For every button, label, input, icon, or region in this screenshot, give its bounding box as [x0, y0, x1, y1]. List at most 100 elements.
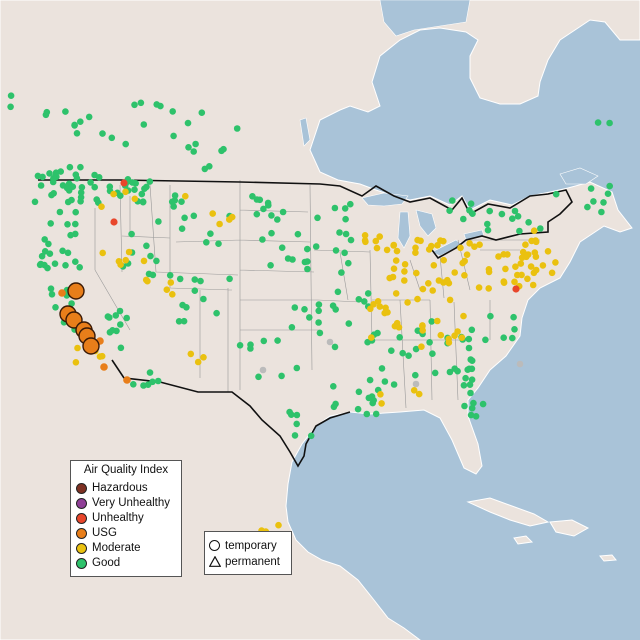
good-monitor [412, 345, 420, 353]
good-monitor [76, 264, 83, 271]
good-monitor [341, 249, 348, 257]
moderate-monitor [216, 220, 223, 228]
good-monitor [274, 337, 281, 344]
moderate-monitor [401, 268, 408, 275]
good-monitor [336, 229, 343, 236]
good-monitor [7, 92, 15, 99]
good-monitor [431, 369, 439, 377]
good-monitor [265, 202, 272, 209]
moderate-monitor [548, 269, 556, 277]
good-monitor [198, 109, 206, 116]
good-monitor [467, 389, 474, 397]
good-monitor [123, 314, 130, 322]
moderate-monitor [532, 253, 540, 260]
moderate-monitor [372, 237, 380, 245]
moderate-monitor [392, 290, 400, 297]
good-monitor [78, 184, 86, 191]
good-monitor [511, 326, 518, 333]
legend-item-good: Good [76, 556, 120, 570]
good-monitor [73, 130, 81, 137]
good-monitor [465, 344, 473, 352]
good-monitor [170, 203, 177, 210]
good-monitor [117, 344, 125, 352]
good-monitor [468, 404, 476, 412]
moderate-monitor [518, 271, 525, 279]
good-monitor [330, 383, 337, 390]
legend-swatch [76, 557, 87, 569]
good-monitor [215, 240, 222, 247]
good-monitor [274, 216, 281, 223]
good-monitor [132, 180, 139, 187]
good-monitor [169, 108, 176, 115]
moderate-monitor [169, 291, 176, 298]
us-border [38, 179, 573, 468]
good-monitor [426, 339, 433, 346]
moderate-monitor [471, 243, 478, 250]
moderate-monitor [532, 238, 540, 246]
legend-label: Very Unhealthy [92, 497, 170, 509]
good-monitor [104, 313, 112, 320]
good-monitor [154, 377, 162, 385]
moderate-monitor [463, 251, 471, 258]
good-monitor [137, 99, 145, 107]
good-monitor [278, 372, 285, 380]
good-monitor [45, 240, 52, 248]
lake-huron [415, 209, 437, 237]
good-monitor [315, 301, 323, 308]
moderate-monitor [502, 265, 509, 273]
moderate-monitor [98, 203, 105, 210]
jamaica [513, 535, 534, 545]
moderate-monitor [539, 262, 547, 269]
good-monitor [77, 163, 84, 171]
no-data-monitor [412, 380, 420, 388]
good-monitor [59, 182, 67, 189]
good-monitor [462, 374, 469, 382]
legend-swatch [76, 542, 87, 554]
unhealthy-monitor [512, 285, 520, 293]
good-monitor [294, 230, 302, 238]
good-monitor [185, 144, 192, 151]
moderate-monitor [429, 287, 437, 294]
moderate-monitor [200, 354, 207, 361]
moderate-monitor [209, 210, 216, 217]
good-monitor [184, 119, 192, 127]
good-monitor [304, 245, 311, 253]
moderate-monitor [228, 213, 236, 221]
good-monitor [341, 205, 349, 212]
legend-item-usg: USG [76, 526, 117, 540]
good-monitor [429, 350, 436, 358]
moderate-monitor [457, 244, 464, 252]
good-monitor [268, 229, 275, 237]
unhealthy-monitor [120, 179, 128, 187]
moderate-monitor [485, 285, 493, 292]
good-monitor [460, 215, 467, 223]
moderate-monitor [110, 190, 117, 198]
moderate-monitor [461, 272, 468, 279]
good-monitor [465, 335, 473, 343]
good-monitor [479, 400, 487, 408]
good-monitor [606, 182, 613, 190]
good-monitor [71, 121, 78, 129]
good-monitor [354, 405, 362, 413]
good-monitor [145, 270, 153, 278]
good-monitor [338, 269, 345, 276]
legend-item-very-unhealthy: Very Unhealthy [76, 496, 170, 510]
legend-label: Good [92, 557, 121, 569]
good-monitor [178, 225, 186, 232]
good-monitor [466, 207, 473, 214]
moderate-monitor [386, 274, 394, 282]
moderate-monitor [99, 249, 106, 257]
good-monitor [293, 420, 301, 428]
legend-item-temporary: temporary [209, 538, 277, 553]
moderate-monitor [466, 240, 473, 247]
good-monitor [64, 198, 72, 206]
good-monitor [56, 208, 64, 216]
good-monitor [267, 262, 274, 269]
good-monitor [342, 215, 349, 223]
good-monitor [72, 220, 79, 228]
moderate-monitor [440, 237, 447, 245]
good-monitor [461, 402, 468, 410]
good-monitor [197, 277, 204, 285]
cuba [466, 497, 550, 527]
moderate-monitor [414, 236, 421, 244]
